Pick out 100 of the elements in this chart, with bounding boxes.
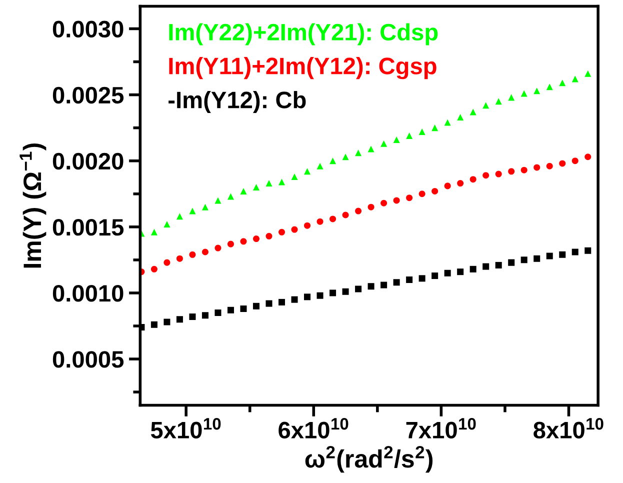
point xyxy=(240,306,247,312)
point xyxy=(342,154,349,160)
point xyxy=(202,204,208,210)
point xyxy=(316,292,324,299)
y-tick-label: 0.0010 xyxy=(52,285,124,302)
point xyxy=(240,188,247,194)
point xyxy=(444,182,451,190)
point xyxy=(227,240,234,248)
point xyxy=(202,312,208,319)
point xyxy=(418,190,426,198)
point xyxy=(520,166,528,174)
point xyxy=(559,160,566,167)
point xyxy=(546,252,553,260)
point xyxy=(227,306,234,314)
x-tick-label: 6x10$^{10}$ xyxy=(278,418,348,439)
point xyxy=(330,158,336,164)
text: Im(Y11)+2Im(Y12): Cgsp xyxy=(169,57,436,80)
y-tick-label: 0.0030 xyxy=(52,20,124,38)
point xyxy=(508,94,515,101)
point xyxy=(176,255,183,262)
point xyxy=(457,180,464,187)
point xyxy=(304,168,311,175)
point xyxy=(393,136,400,143)
point xyxy=(214,197,222,204)
point xyxy=(406,194,413,202)
point xyxy=(432,124,438,132)
point xyxy=(482,102,490,109)
point xyxy=(252,184,260,191)
point xyxy=(291,226,298,233)
point xyxy=(291,173,298,180)
point xyxy=(470,176,476,183)
point xyxy=(559,80,566,86)
point xyxy=(150,228,158,236)
text: -Im(Y12): Cb xyxy=(168,91,306,114)
point xyxy=(189,208,196,214)
point xyxy=(150,321,158,328)
point xyxy=(559,251,566,258)
point xyxy=(368,146,374,152)
point xyxy=(482,263,490,270)
point xyxy=(252,302,260,310)
point xyxy=(150,266,158,272)
point xyxy=(355,286,362,292)
y-tick-label: 0.0020 xyxy=(52,152,124,170)
x-axis-title: ω$^{2}$(rad$^{2}$/s$^{2}$) xyxy=(305,446,433,473)
point xyxy=(266,180,272,187)
point xyxy=(164,220,170,228)
point xyxy=(508,259,515,266)
x-tick-label: 5x10$^{10}$ xyxy=(150,418,221,439)
point xyxy=(406,276,413,283)
point xyxy=(482,172,490,179)
point xyxy=(380,200,388,206)
point xyxy=(330,216,336,222)
point xyxy=(240,238,247,245)
point xyxy=(266,300,272,307)
point xyxy=(495,170,502,178)
point xyxy=(291,296,298,303)
point xyxy=(444,119,451,126)
point xyxy=(316,162,324,170)
point xyxy=(572,158,578,164)
point xyxy=(266,232,272,240)
x-tick-label: 8x10$^{10}$ xyxy=(534,418,604,439)
point xyxy=(164,259,170,266)
point xyxy=(380,282,388,288)
point xyxy=(546,84,553,90)
point xyxy=(278,178,286,186)
point xyxy=(164,318,170,326)
point xyxy=(368,204,374,210)
y-tick-label: 0.0015 xyxy=(52,218,124,236)
point xyxy=(418,275,426,282)
point xyxy=(393,279,400,286)
y-tick-label: 0.0005 xyxy=(52,351,124,368)
point xyxy=(432,272,438,280)
point xyxy=(572,248,578,256)
text: Im(Y22)+2Im(Y21): Cdsp xyxy=(169,23,438,46)
point xyxy=(584,154,592,160)
point xyxy=(444,270,451,276)
point xyxy=(470,108,476,116)
point xyxy=(176,316,183,323)
point xyxy=(278,298,286,306)
point xyxy=(278,228,286,236)
point xyxy=(380,140,388,147)
point xyxy=(534,88,540,94)
y-tick-label: 0.0025 xyxy=(52,86,124,104)
point xyxy=(342,288,349,295)
point xyxy=(316,218,324,225)
point xyxy=(520,90,528,97)
point xyxy=(355,150,362,156)
point xyxy=(304,294,311,300)
point xyxy=(189,313,196,320)
point xyxy=(546,162,553,170)
point xyxy=(189,251,196,258)
point xyxy=(368,283,374,290)
point xyxy=(584,70,592,77)
point xyxy=(355,208,362,214)
point xyxy=(495,262,502,268)
point xyxy=(202,248,208,256)
point xyxy=(418,128,426,136)
point xyxy=(176,213,183,220)
point xyxy=(584,247,592,254)
point xyxy=(572,76,578,82)
